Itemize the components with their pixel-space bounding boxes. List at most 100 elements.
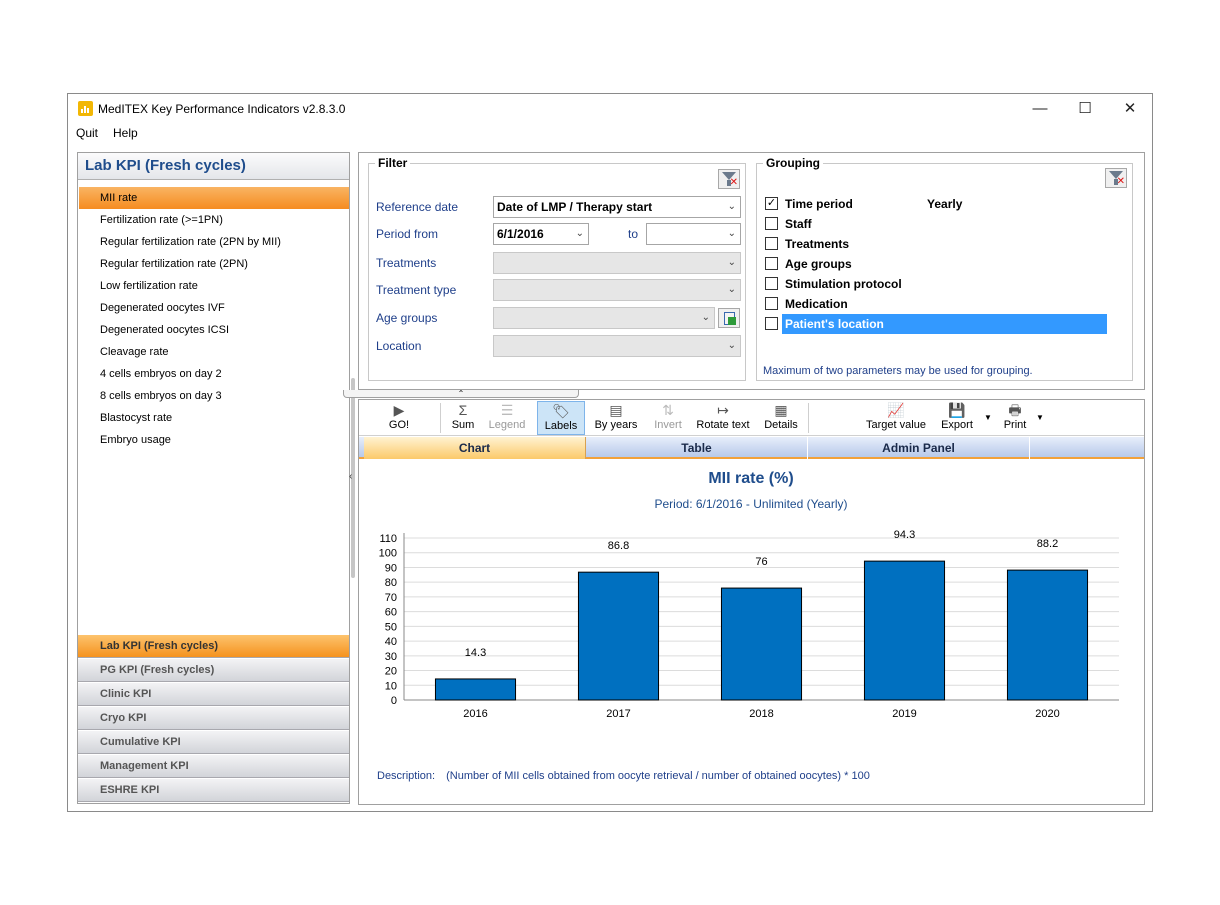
period-to-picker[interactable]: ⌄ bbox=[646, 223, 741, 245]
collapse-left-icon[interactable]: ‹ bbox=[349, 471, 353, 482]
filter-icon bbox=[1109, 171, 1123, 185]
y-tick-label: 20 bbox=[385, 666, 397, 678]
checkbox[interactable] bbox=[765, 257, 778, 270]
kpi-item[interactable]: 8 cells embryos on day 3 bbox=[100, 390, 222, 402]
kpi-group-tab[interactable]: Clinic KPI bbox=[78, 683, 349, 706]
kpi-item[interactable]: Embryo usage bbox=[100, 434, 171, 446]
bar bbox=[1006, 569, 1089, 701]
chevron-down-icon: ⌄ bbox=[575, 228, 584, 239]
legend-icon: ☰ bbox=[500, 402, 514, 418]
collapse-filter-handle[interactable]: ⌃ bbox=[343, 390, 579, 398]
kpi-item[interactable]: Degenerated oocytes IVF bbox=[100, 302, 225, 314]
kpi-group-tab[interactable]: ESHRE KPI bbox=[78, 779, 349, 802]
kpi-item[interactable]: Blastocyst rate bbox=[100, 412, 173, 424]
print-dropdown-icon[interactable]: ▼ bbox=[1036, 413, 1044, 422]
target-value-button[interactable]: 📈 Target value bbox=[863, 401, 929, 435]
kpi-group-tab[interactable]: Cryo KPI bbox=[78, 707, 349, 730]
results-area: ▶ GO! Σ Sum ☰ Legend 🏷 Labels ▤ By years… bbox=[358, 399, 1145, 805]
clear-filter-button[interactable]: ✕ bbox=[718, 169, 740, 189]
chart-toolbar: ▶ GO! Σ Sum ☰ Legend 🏷 Labels ▤ By years… bbox=[359, 400, 1144, 436]
description-text: (Number of MII cells obtained from oocyt… bbox=[446, 770, 870, 782]
y-tick-label: 50 bbox=[385, 621, 397, 633]
kpi-item[interactable]: 4 cells embryos on day 2 bbox=[100, 368, 222, 380]
y-tick-label: 110 bbox=[379, 533, 397, 545]
bar-value-label: 86.8 bbox=[608, 540, 629, 552]
treatment-type-select[interactable]: ⌄ bbox=[493, 279, 741, 301]
panel-splitter[interactable]: ‹ bbox=[349, 378, 356, 578]
bar-value-label: 76 bbox=[755, 556, 767, 568]
checkbox[interactable] bbox=[765, 217, 778, 230]
splitter-bar[interactable] bbox=[351, 378, 355, 578]
maximize-button[interactable]: ☐ bbox=[1078, 100, 1092, 117]
age-groups-select[interactable]: ⌄ bbox=[493, 307, 715, 329]
kpi-item[interactable]: MII rate bbox=[79, 187, 349, 209]
sum-button[interactable]: Σ Sum bbox=[444, 401, 482, 435]
age-groups-edit-button[interactable] bbox=[718, 308, 740, 328]
menu-help[interactable]: Help bbox=[113, 126, 138, 140]
print-button[interactable]: 🖶 Print bbox=[995, 401, 1035, 435]
grouping-note: Maximum of two parameters may be used fo… bbox=[763, 365, 1033, 377]
checkbox[interactable] bbox=[765, 237, 778, 250]
chevron-down-icon: ⌄ bbox=[727, 340, 736, 351]
kpi-item[interactable]: Degenerated oocytes ICSI bbox=[100, 324, 230, 336]
details-button[interactable]: ▦ Details bbox=[759, 401, 803, 435]
rotate-text-label: Rotate text bbox=[696, 419, 750, 431]
kpi-group-tab[interactable]: Cumulative KPI bbox=[78, 731, 349, 754]
checkbox[interactable]: ✓ bbox=[765, 197, 778, 210]
grouping-option-label: Medication bbox=[785, 297, 848, 311]
treatments-select[interactable]: ⌄ bbox=[493, 252, 741, 274]
kpi-item[interactable]: Fertilization rate (>=1PN) bbox=[100, 214, 223, 226]
tab-table[interactable]: Table bbox=[586, 437, 808, 459]
labels-button[interactable]: 🏷 Labels bbox=[537, 401, 585, 435]
tab-admin-panel[interactable]: Admin Panel bbox=[808, 437, 1030, 459]
kpi-item[interactable]: Cleavage rate bbox=[100, 346, 169, 358]
grouping-title: Grouping bbox=[763, 156, 823, 170]
kpi-item[interactable]: Regular fertilization rate (2PN) bbox=[100, 258, 248, 270]
bar-value-label: 88.2 bbox=[1037, 538, 1058, 550]
kpi-item[interactable]: Regular fertilization rate (2PN by MII) bbox=[100, 236, 281, 248]
close-button[interactable]: ✕ bbox=[1123, 100, 1137, 117]
bar bbox=[720, 587, 803, 701]
invert-label: Invert bbox=[654, 419, 682, 431]
x-tick-label: 2016 bbox=[463, 708, 487, 720]
sigma-icon: Σ bbox=[458, 402, 468, 418]
window-title: MedITEX Key Performance Indicators v2.8.… bbox=[98, 102, 346, 116]
menu-quit[interactable]: Quit bbox=[76, 126, 99, 140]
go-button[interactable]: ▶ GO! bbox=[373, 401, 425, 435]
table-icon: ▦ bbox=[774, 402, 788, 418]
reference-date-select[interactable]: Date of LMP / Therapy start ⌄ bbox=[493, 196, 741, 218]
tag-icon: 🏷 bbox=[552, 403, 570, 419]
title-bar: MedITEX Key Performance Indicators v2.8.… bbox=[68, 94, 1152, 124]
minimize-button[interactable]: — bbox=[1032, 100, 1048, 117]
rotate-text-button[interactable]: ↦ Rotate text bbox=[694, 401, 752, 435]
description: Description: (Number of MII cells obtain… bbox=[377, 770, 878, 782]
tab-chart[interactable]: Chart bbox=[364, 437, 586, 459]
kpi-group-tab[interactable]: Management KPI bbox=[78, 755, 349, 778]
legend-button[interactable]: ☰ Legend bbox=[485, 401, 529, 435]
location-label: Location bbox=[376, 339, 422, 353]
treatment-type-label: Treatment type bbox=[376, 283, 457, 297]
export-button[interactable]: 💾 Export bbox=[937, 401, 977, 435]
kpi-list: MII rate Fertilization rate (>=1PN) Regula… bbox=[79, 187, 349, 451]
clear-grouping-button[interactable]: ✕ bbox=[1105, 168, 1127, 188]
location-select[interactable]: ⌄ bbox=[493, 335, 741, 357]
filter-fieldset: Filter ✕ Reference date Date of LMP / Th… bbox=[368, 156, 746, 381]
bar-value-label: 94.3 bbox=[894, 529, 915, 541]
kpi-group-tab[interactable]: PG KPI (Fresh cycles) bbox=[78, 659, 349, 682]
by-years-button[interactable]: ▤ By years bbox=[590, 401, 642, 435]
export-dropdown-icon[interactable]: ▼ bbox=[984, 413, 992, 422]
checkbox[interactable] bbox=[765, 317, 778, 330]
invert-button[interactable]: ⇅ Invert bbox=[648, 401, 688, 435]
checkbox[interactable] bbox=[765, 297, 778, 310]
sum-label: Sum bbox=[451, 419, 475, 431]
play-icon: ▶ bbox=[393, 402, 405, 418]
calendar-stack-icon: ▤ bbox=[609, 402, 623, 418]
filter-icon bbox=[722, 172, 736, 186]
period-from-picker[interactable]: 6/1/2016 ⌄ bbox=[493, 223, 589, 245]
selection-highlight bbox=[782, 314, 1107, 334]
chevron-down-icon: ⌄ bbox=[727, 257, 736, 268]
chevron-up-icon[interactable]: ⌃ bbox=[457, 389, 465, 398]
kpi-group-tab[interactable]: Lab KPI (Fresh cycles) bbox=[78, 635, 349, 658]
checkbox[interactable] bbox=[765, 277, 778, 290]
kpi-item[interactable]: Low fertilization rate bbox=[100, 280, 198, 292]
